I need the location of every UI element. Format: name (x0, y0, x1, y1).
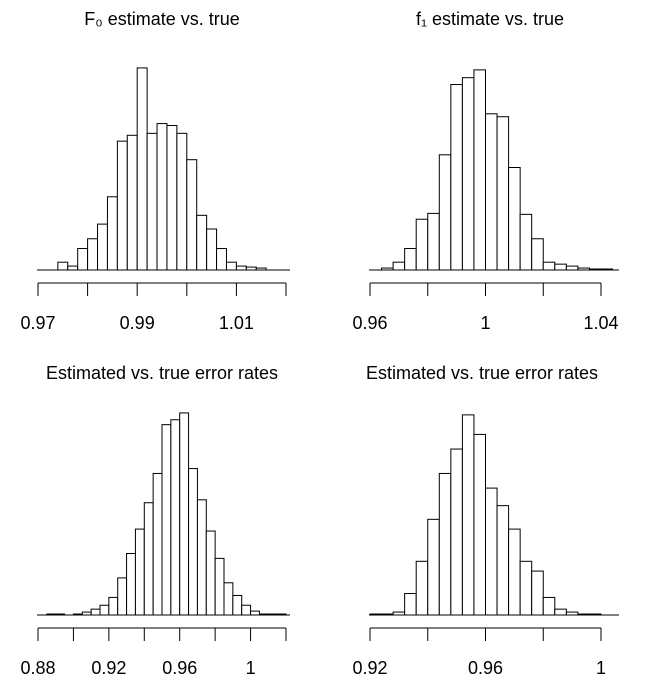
x-tick-label: 0.88 (20, 658, 55, 678)
bar (143, 502, 154, 616)
bar (519, 213, 533, 271)
bar (565, 265, 579, 271)
bar (179, 412, 190, 616)
x-tick-label: 1 (596, 658, 606, 678)
bar (232, 594, 243, 616)
bar (392, 261, 406, 271)
bar (438, 472, 452, 616)
bar (176, 132, 188, 271)
x-tick-label: 1 (480, 313, 490, 333)
bar (161, 424, 172, 616)
chart-title: Estimated vs. true error rates (366, 363, 598, 383)
bar (106, 196, 118, 271)
bar (196, 499, 207, 616)
bar (146, 132, 158, 271)
bar (67, 265, 79, 271)
bar (241, 604, 252, 616)
bar (531, 238, 544, 271)
bar (116, 140, 128, 271)
bar (404, 593, 417, 616)
bar (250, 610, 260, 616)
bar (531, 570, 544, 616)
bar (152, 472, 163, 616)
chart-title: Estimated vs. true error rates (46, 363, 278, 383)
bar (496, 116, 510, 271)
bar (205, 530, 216, 616)
bar (508, 528, 521, 616)
bar (485, 487, 498, 616)
bar (223, 582, 234, 616)
bar (485, 113, 498, 271)
bar (461, 414, 475, 616)
bar (473, 433, 487, 616)
bar (126, 134, 138, 271)
chart-title: F₀ estimate vs. true (84, 9, 240, 29)
bar (136, 67, 148, 271)
bar (473, 69, 487, 271)
bar (438, 154, 452, 271)
bar (404, 248, 417, 271)
x-tick-label: 0.96 (162, 658, 197, 678)
bar (87, 238, 99, 271)
bar (427, 518, 440, 616)
x-tick-label: 1.04 (583, 313, 618, 333)
bar (126, 553, 136, 616)
bar (99, 604, 110, 616)
bar (415, 218, 429, 271)
bar (188, 468, 198, 616)
bar (461, 77, 475, 271)
bar (214, 557, 225, 616)
bar (170, 419, 181, 616)
bar (415, 560, 429, 616)
bar (235, 265, 247, 271)
bar (554, 263, 567, 271)
x-tick-label: 0.97 (20, 313, 55, 333)
x-tick-label: 1 (246, 658, 256, 678)
x-tick-label: 0.92 (352, 658, 387, 678)
bar (77, 248, 89, 271)
x-tick-label: 0.92 (91, 658, 126, 678)
bar (156, 123, 168, 271)
bar (166, 125, 178, 271)
bar (216, 248, 227, 271)
bar (225, 261, 237, 271)
bar (57, 261, 69, 271)
bar (206, 228, 218, 271)
bar (450, 84, 463, 271)
x-tick-label: 1.01 (219, 313, 254, 333)
chart-title: f₁ estimate vs. true (416, 9, 564, 29)
bar (542, 261, 556, 271)
bar (496, 505, 510, 616)
bar (450, 448, 463, 616)
bar (554, 608, 567, 616)
bar (186, 159, 198, 271)
x-tick-label: 0.99 (120, 313, 155, 333)
bar (519, 560, 533, 616)
bar (542, 596, 556, 616)
bar (196, 214, 208, 271)
bar (427, 212, 440, 271)
bar (117, 577, 128, 616)
bar (108, 596, 119, 616)
x-tick-label: 0.96 (352, 313, 387, 333)
x-tick-label: 0.96 (468, 658, 503, 678)
bar (508, 167, 521, 271)
bar (134, 528, 145, 616)
bar (97, 223, 108, 271)
bar (90, 608, 101, 616)
